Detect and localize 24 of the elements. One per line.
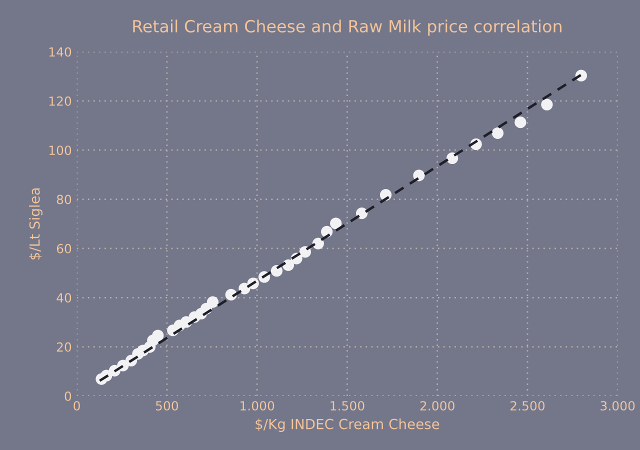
y-tick-label: 20 [56, 342, 72, 352]
x-tick-label: 500 [156, 401, 178, 411]
x-tick-label: 0 [74, 401, 80, 411]
point [206, 296, 219, 308]
point [152, 330, 164, 342]
x-tick-label: 2.000 [420, 401, 454, 411]
y-tick-label: 140 [49, 47, 72, 57]
y-tick-label: 120 [49, 96, 72, 106]
y-tick-label: 80 [56, 194, 72, 204]
x-axis-title: $/Kg INDEC Cream Cheese [256, 418, 440, 432]
y-axis-title: $/Lt Siglea [29, 188, 43, 260]
x-tick-label: 1.500 [330, 401, 364, 411]
x-tick-label: 1.000 [240, 401, 274, 411]
point [541, 98, 553, 110]
x-tick-label: 2.500 [510, 401, 545, 411]
y-tick-label: 40 [56, 293, 72, 303]
x-tick-label: 3.000 [600, 401, 635, 411]
y-tick-label: 0 [64, 391, 72, 401]
point [492, 127, 504, 139]
chart-title: Retail Cream Cheese and Raw Milk price correlation [133, 20, 562, 36]
point [330, 218, 342, 230]
y-tick-label: 60 [56, 244, 72, 254]
y-tick-label: 100 [49, 146, 72, 156]
point [514, 116, 526, 128]
